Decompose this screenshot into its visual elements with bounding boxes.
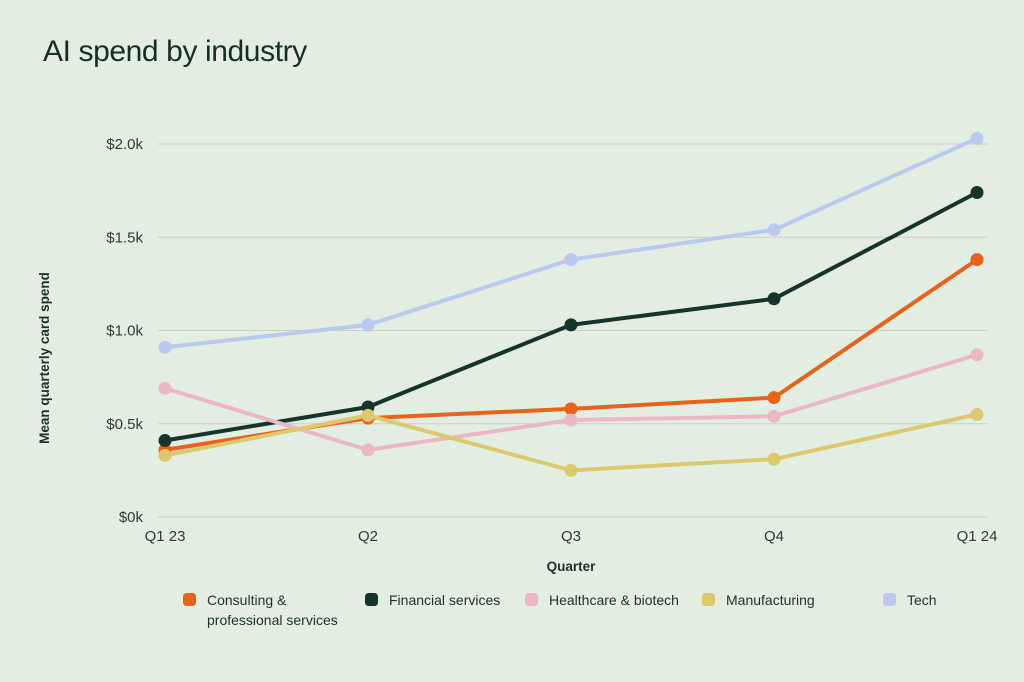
- data-point: [970, 253, 984, 267]
- data-point: [158, 381, 172, 395]
- data-point: [158, 340, 172, 354]
- data-point: [361, 408, 375, 422]
- x-tick-label: Q3: [561, 528, 581, 545]
- legend-swatch-icon: [883, 593, 896, 606]
- legend-label: Tech: [907, 592, 937, 608]
- x-tick-label: Q1 23: [145, 528, 186, 545]
- y-axis-title: Mean quarterly card spend: [37, 272, 52, 444]
- chart-title: AI spend by industry: [43, 35, 307, 68]
- x-tick-label: Q2: [358, 528, 378, 545]
- series-line: [163, 136, 979, 350]
- legend-item: Manufacturing: [702, 590, 815, 610]
- x-tick-label: Q4: [764, 528, 784, 545]
- legend-swatch-icon: [525, 593, 538, 606]
- legend-item: Financial services: [365, 590, 500, 610]
- legend-item: Tech: [883, 590, 937, 610]
- data-point: [564, 413, 578, 427]
- data-point: [158, 434, 172, 448]
- x-axis-title: Quarter: [547, 559, 597, 574]
- data-point: [767, 409, 781, 423]
- y-tick-label: $1.0k: [106, 323, 143, 340]
- legend-label: Healthcare & biotech: [549, 592, 679, 608]
- data-point: [767, 223, 781, 237]
- data-point: [767, 452, 781, 466]
- legend-item: Healthcare & biotech: [525, 590, 679, 610]
- data-point: [361, 443, 375, 457]
- y-tick-label: $0.5k: [106, 416, 143, 433]
- data-point: [158, 448, 172, 462]
- legend-label: Manufacturing: [726, 592, 815, 608]
- data-point: [970, 185, 984, 199]
- legend-label: Financial services: [389, 592, 501, 608]
- series-line: [163, 352, 979, 452]
- data-point: [564, 463, 578, 477]
- x-tick-label: Q1 24: [957, 528, 998, 545]
- data-point: [767, 391, 781, 405]
- data-point: [564, 253, 578, 267]
- legend: Consulting & professional services Financ…: [0, 590, 1024, 660]
- legend-item: Consulting & professional services: [183, 590, 357, 631]
- data-point: [970, 131, 984, 145]
- data-point: [767, 292, 781, 306]
- data-point: [564, 318, 578, 332]
- data-point: [970, 348, 984, 362]
- y-tick-label: $2.0k: [106, 136, 143, 153]
- legend-swatch-icon: [365, 593, 378, 606]
- y-tick-label: $0k: [119, 509, 144, 526]
- y-tick-label: $1.5k: [106, 229, 143, 246]
- data-point: [970, 407, 984, 421]
- data-point: [564, 402, 578, 416]
- legend-swatch-icon: [702, 593, 715, 606]
- legend-label: Consulting & professional services: [207, 592, 338, 629]
- data-point: [361, 318, 375, 332]
- legend-swatch-icon: [183, 593, 196, 606]
